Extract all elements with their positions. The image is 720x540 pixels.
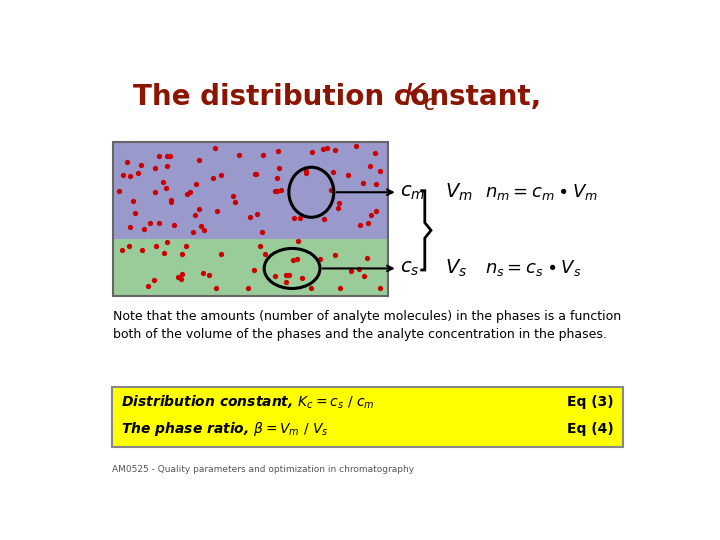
Text: The distribution constant,: The distribution constant, (132, 83, 551, 111)
Text: Eq (4): Eq (4) (567, 422, 614, 436)
Text: $\mathit{K_c}$: $\mathit{K_c}$ (403, 82, 436, 113)
Polygon shape (113, 239, 388, 296)
Text: Distribution constant, $K_c = c_s\ /\ c_m$: Distribution constant, $K_c = c_s\ /\ c_… (121, 393, 375, 411)
Text: $n_m = c_m \bullet V_m$: $n_m = c_m \bullet V_m$ (485, 183, 598, 202)
Text: $n_s = c_s \bullet V_s$: $n_s = c_s \bullet V_s$ (485, 259, 582, 279)
Polygon shape (113, 142, 388, 239)
Text: $V_s$: $V_s$ (445, 258, 467, 279)
Text: $V_m$: $V_m$ (445, 181, 472, 203)
Text: Eq (3): Eq (3) (567, 395, 614, 409)
Text: $c_m$: $c_m$ (400, 183, 425, 202)
FancyBboxPatch shape (112, 387, 624, 447)
Text: AM0525 - Quality parameters and optimization in chromatography: AM0525 - Quality parameters and optimiza… (112, 465, 414, 475)
Text: $c_s$: $c_s$ (400, 259, 420, 278)
Text: Note that the amounts (number of analyte molecules) in the phases is a function
: Note that the amounts (number of analyte… (113, 309, 621, 341)
Text: The phase ratio, $\beta = V_m\ /\ V_s$: The phase ratio, $\beta = V_m\ /\ V_s$ (121, 420, 329, 438)
